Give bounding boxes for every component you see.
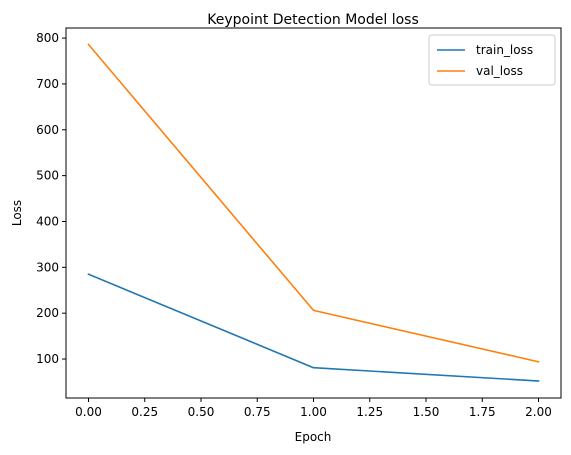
x-axis-label: Epoch: [295, 430, 332, 444]
x-tick-label: 1.25: [356, 405, 383, 419]
y-tick-label: 500: [36, 169, 59, 183]
y-tick-label: 200: [36, 306, 59, 320]
series-layer: [87, 43, 540, 382]
x-axis-ticks: 0.00 0.25 0.50 0.75 1.00 1.25 1.50 1.75 2.00: [75, 398, 552, 419]
x-tick-label: 0.75: [244, 405, 271, 419]
x-tick-label: 2.00: [525, 405, 552, 419]
y-axis-ticks: 100 200 300 400 500 600 700 800: [36, 31, 66, 366]
legend-frame: [428, 34, 556, 86]
chart-legend: train_loss val_loss: [428, 34, 556, 86]
x-tick-label: 1.00: [300, 405, 327, 419]
legend-label-train-loss: train_loss: [476, 43, 533, 57]
x-tick-label: 0.50: [188, 405, 215, 419]
y-tick-label: 100: [36, 352, 59, 366]
series-line-val-loss: [87, 43, 540, 363]
y-tick-label: 300: [36, 260, 59, 274]
legend-label-val-loss: val_loss: [476, 64, 523, 78]
y-axis-label: Loss: [10, 200, 24, 226]
y-tick-label: 600: [36, 123, 59, 137]
y-tick-label: 400: [36, 214, 59, 228]
x-tick-label: 1.75: [469, 405, 496, 419]
chart-title: Keypoint Detection Model loss: [207, 12, 419, 28]
x-tick-label: 1.50: [413, 405, 440, 419]
series-line-train-loss: [87, 273, 540, 382]
y-tick-label: 800: [36, 31, 59, 45]
x-tick-label: 0.25: [131, 405, 158, 419]
x-tick-label: 0.00: [75, 405, 102, 419]
y-tick-label: 700: [36, 77, 59, 91]
